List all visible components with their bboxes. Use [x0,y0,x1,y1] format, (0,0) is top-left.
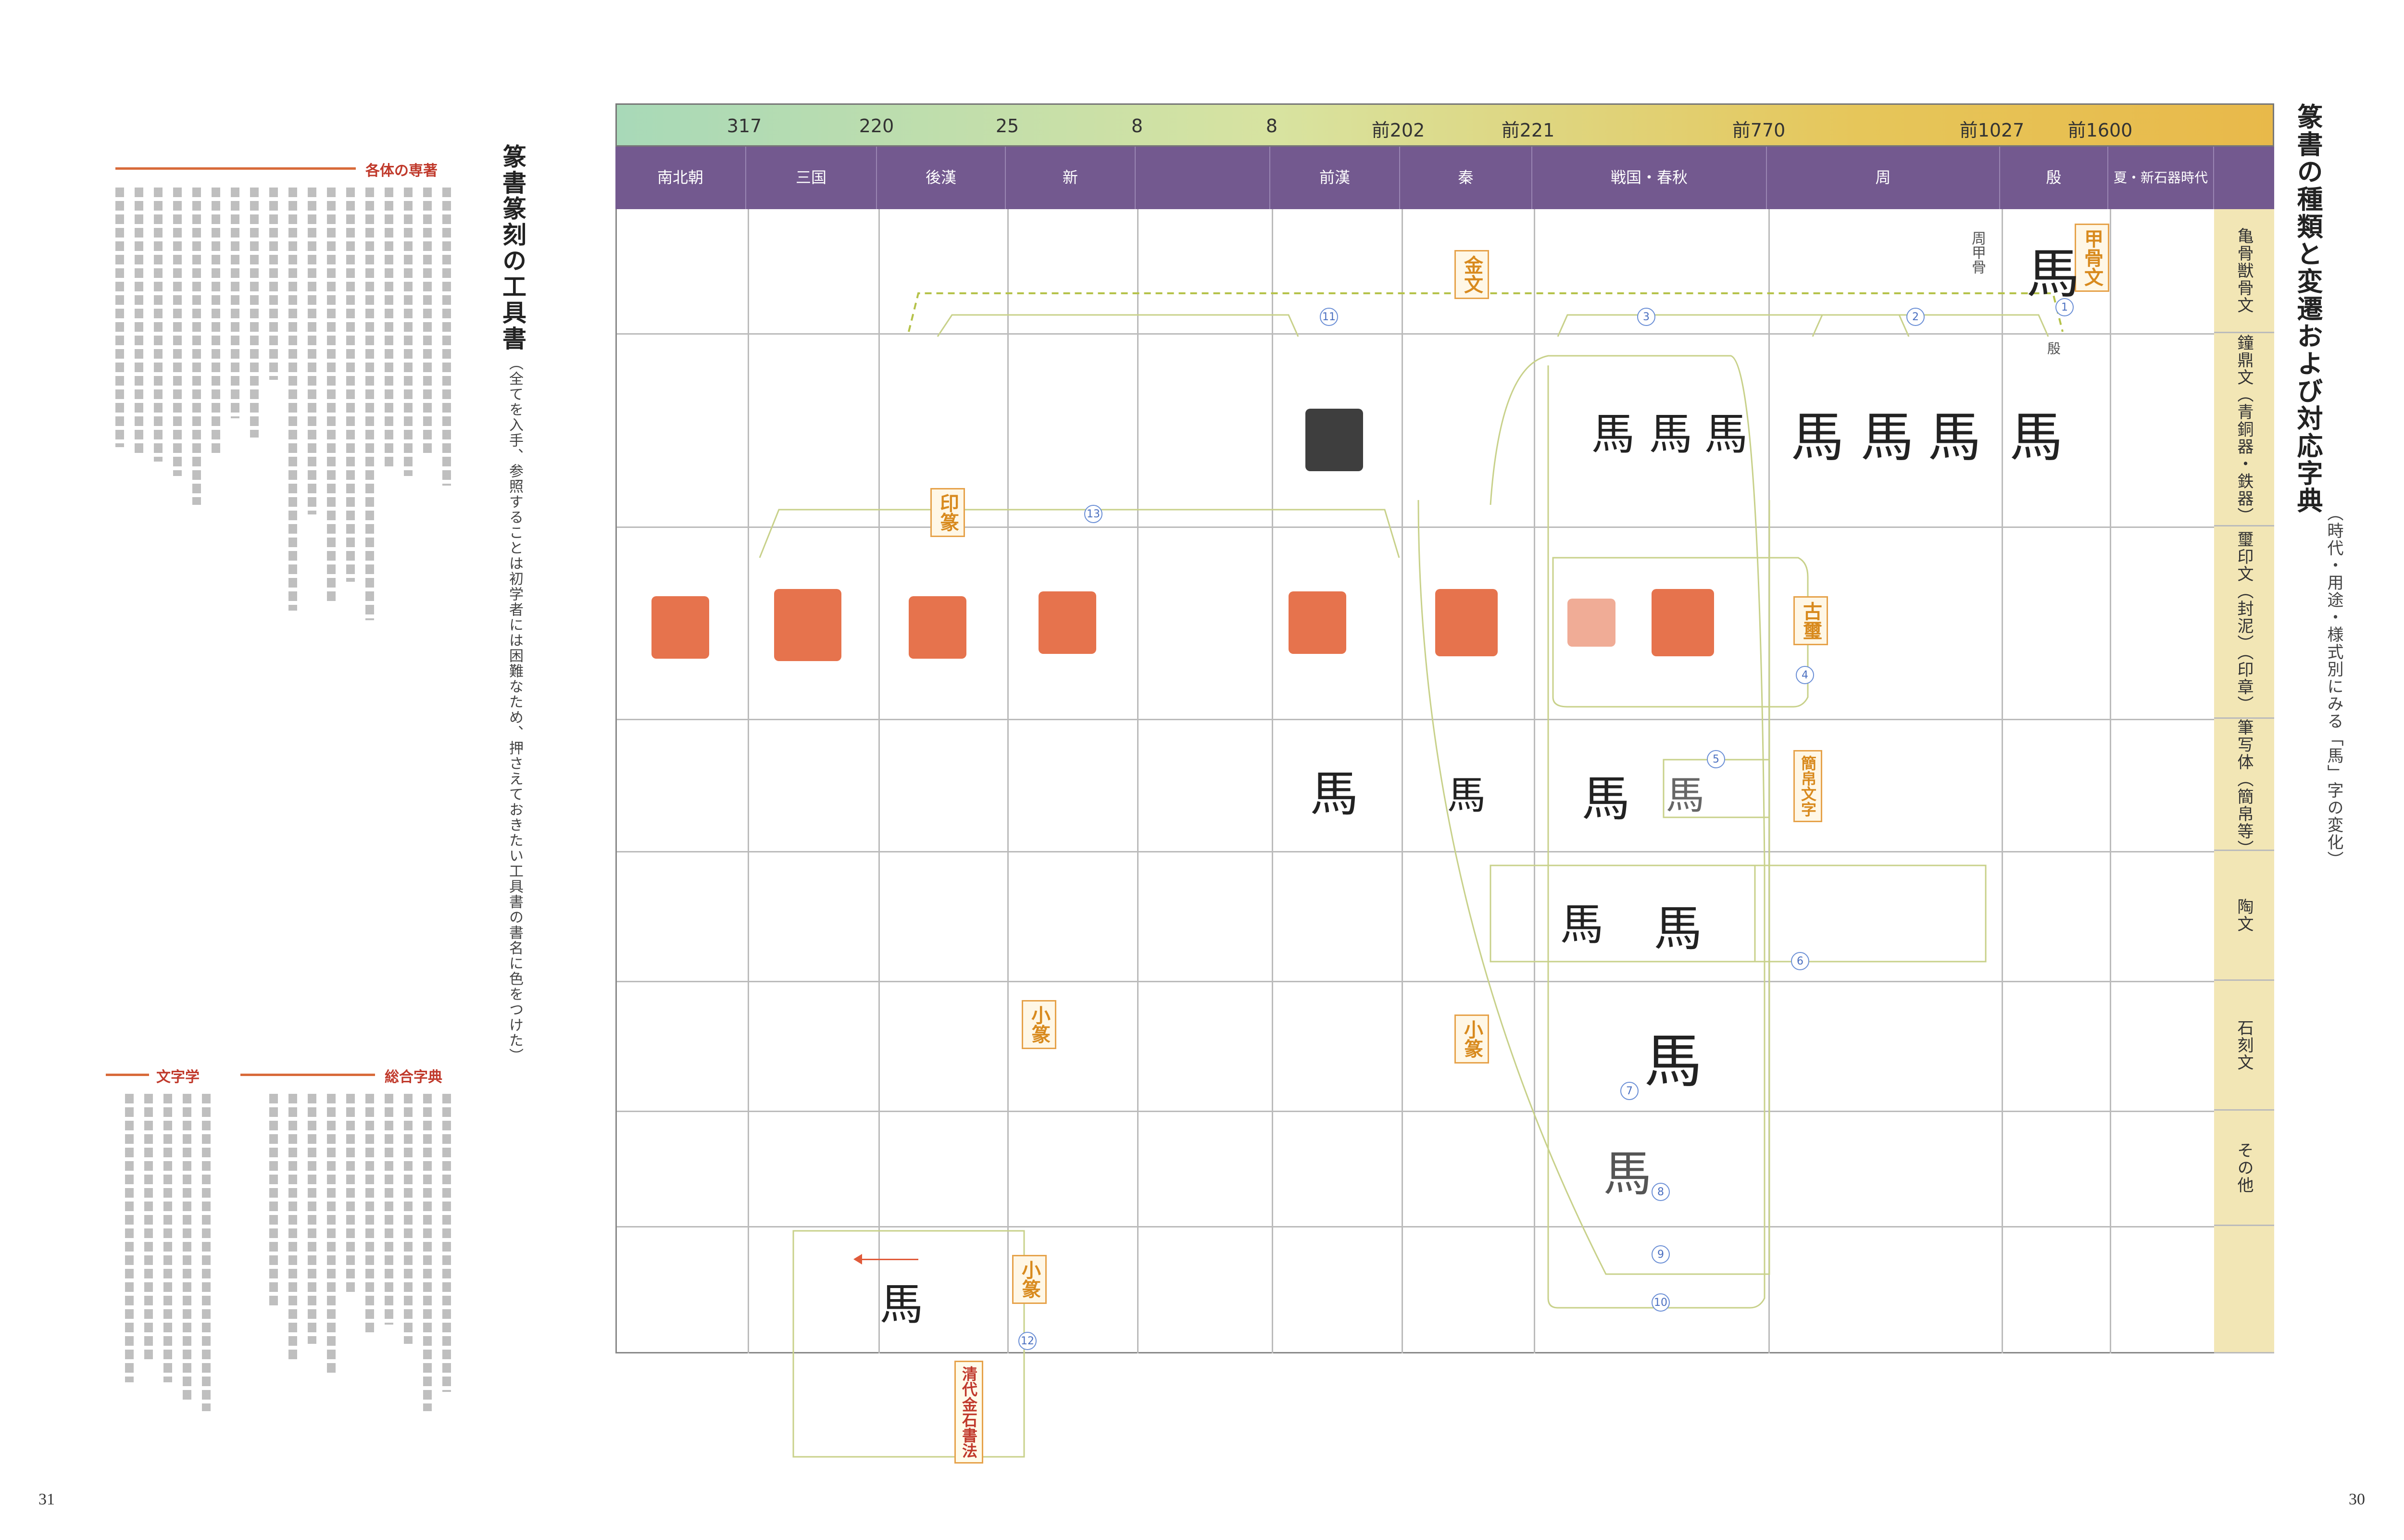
tools-title: 篆書篆刻の工具書 [499,144,527,352]
date-label: 前202 [1371,120,1425,141]
chart-subtitle: （時代・用途・様式別にみる「馬」字の変化） [2324,505,2343,868]
seal-warring-1 [1567,599,1615,647]
row-label-brush: 筆写体（簡帛等） [2214,719,2274,857]
row-label-seal: 璽印文（封泥）（印章） [2214,526,2274,719]
row-label-blank [2214,1226,2274,1353]
era-qin: 秦 [1400,147,1532,209]
glyph-shuowen: 馬 [880,1279,923,1330]
glyph-brush-warring-2: 馬 [1666,773,1704,818]
caption-oracle: 周甲骨 [1969,231,1986,274]
date-label: 220 [859,115,894,137]
seal-houhan [909,596,966,659]
badge-small-seal-houhan: 小篆 [1022,1000,1056,1049]
era-qianhan: 前漢 [1270,147,1400,209]
number-marker: 11 [1320,308,1338,326]
date-label: 8 [1265,115,1278,137]
dictionary-book-list [240,1094,466,1478]
section-head-literature: 文字学 [106,1065,231,1086]
glyph-bronze-zhou-2: 馬 [1861,407,1914,468]
row-label-oracle: 亀骨獣骨文 [2214,209,2274,333]
date-bar: 317 220 25 8 8 前202 前221 前770 前1027 前160… [615,103,2274,147]
badge-qing: 清代金石書法 [954,1361,983,1464]
literature-book-list [106,1094,231,1478]
glyph-brush-warring: 馬 [1582,771,1630,827]
caption-yin: 殷 [2045,341,2061,355]
seal-warring-2 [1652,589,1714,656]
glyph-bronze-zhou-1: 馬 [1791,407,1844,468]
era-header: 南北朝 三国 後漢 新 前漢 秦 戦国・春秋 周 殷 夏・新石器時代 [615,147,2274,209]
number-marker: 2 [1906,308,1925,326]
date-label: 317 [726,115,762,137]
era-zhou: 周 [1767,147,2000,209]
glyph-bronze-warring-1: 馬 [1591,409,1635,460]
era-yin: 殷 [2000,147,2108,209]
glyph-pottery-1: 馬 [1560,900,1603,950]
number-marker: 5 [1707,750,1725,768]
section-head-dictionary: 総合字典 [240,1065,466,1086]
arrow-line [861,1259,918,1260]
seal-qin [1435,589,1498,656]
seal-sanguo [774,589,841,661]
badge-bamboo: 簡帛文字 [1793,750,1822,822]
glyph-bronze-zhou-3: 馬 [1928,407,1981,468]
era-houhan: 後漢 [877,147,1006,209]
badge-ancient-seal: 古璽 [1793,596,1828,645]
chart-title: 篆書の種類と変遷および対応字典 [2292,103,2323,514]
date-label: 8 [1131,115,1143,137]
row-label-stone: 石刻文 [2214,981,2274,1111]
glyph-pottery-2: 馬 [1654,901,1702,957]
row-labels: 亀骨獣骨文 鐘鼎文（青銅器・鉄器） 璽印文（封泥）（印章） 筆写体（簡帛等） 陶… [2214,209,2274,1353]
glyph-bronze-warring-3: 馬 [1704,409,1748,460]
seal-qianhan [1289,591,1346,654]
era-xia-neolithic: 夏・新石器時代 [2108,147,2214,209]
number-marker: 8 [1652,1183,1670,1201]
tools-note: （全てを入手、参照することは初学者には困難なため、押さえておきたい工具書の書名に… [506,356,523,1064]
page-number-left: 31 [38,1490,55,1508]
era-blank [1136,147,1270,209]
glyph-brush-qin: 馬 [1447,773,1486,818]
page-number-right: 30 [2349,1490,2365,1508]
number-marker: 10 [1652,1293,1670,1312]
number-marker: 4 [1796,666,1814,684]
glyph-bronze-warring-2: 馬 [1649,409,1692,460]
era-zhanguo-chunqiu: 戦国・春秋 [1532,147,1767,209]
row-label-other: その他 [2214,1111,2274,1226]
glyph-stone: 馬 [1644,1028,1702,1095]
glyph-bronze-yin: 馬 [2010,407,2063,468]
number-marker: 6 [1791,952,1809,970]
number-marker: 13 [1084,505,1102,523]
number-marker: 7 [1620,1082,1639,1100]
badge-small-seal-shuowen: 小篆 [1012,1255,1047,1304]
number-marker: 3 [1637,308,1655,326]
date-label: 前221 [1501,120,1555,141]
seal-nanbeichao [651,596,709,659]
seal-works-book-list [115,188,462,620]
date-label: 前1027 [1959,120,2025,141]
seal-xin [1039,591,1096,654]
badge-small-seal-qin: 小篆 [1454,1014,1489,1064]
era-xin: 新 [1006,147,1136,209]
row-label-pottery: 陶文 [2214,851,2274,981]
date-label: 前1600 [2067,120,2133,141]
date-label: 25 [995,115,1019,137]
row-label-bronze: 鐘鼎文（青銅器・鉄器） [2214,333,2274,526]
date-label: 前770 [1732,120,1786,141]
section-head-seal-works: 各体の専著 [115,159,462,179]
badge-seal: 印篆 [930,488,965,537]
arrow-head [853,1254,862,1265]
glyph-brush-qianhan: 馬 [1310,766,1358,822]
glyph-oracle: 馬 [2027,243,2079,305]
era-sanguo: 三国 [746,147,877,209]
seal-bronze-qianhan [1305,409,1363,471]
number-marker: 1 [2055,298,2074,316]
badge-oracle: 甲骨文 [2075,224,2109,292]
badge-bronze: 金文 [1454,250,1489,299]
number-marker: 9 [1652,1245,1670,1264]
era-nanbeichao: 南北朝 [615,147,746,209]
glyph-other: 馬 [1603,1146,1652,1202]
number-marker: 12 [1018,1332,1037,1350]
